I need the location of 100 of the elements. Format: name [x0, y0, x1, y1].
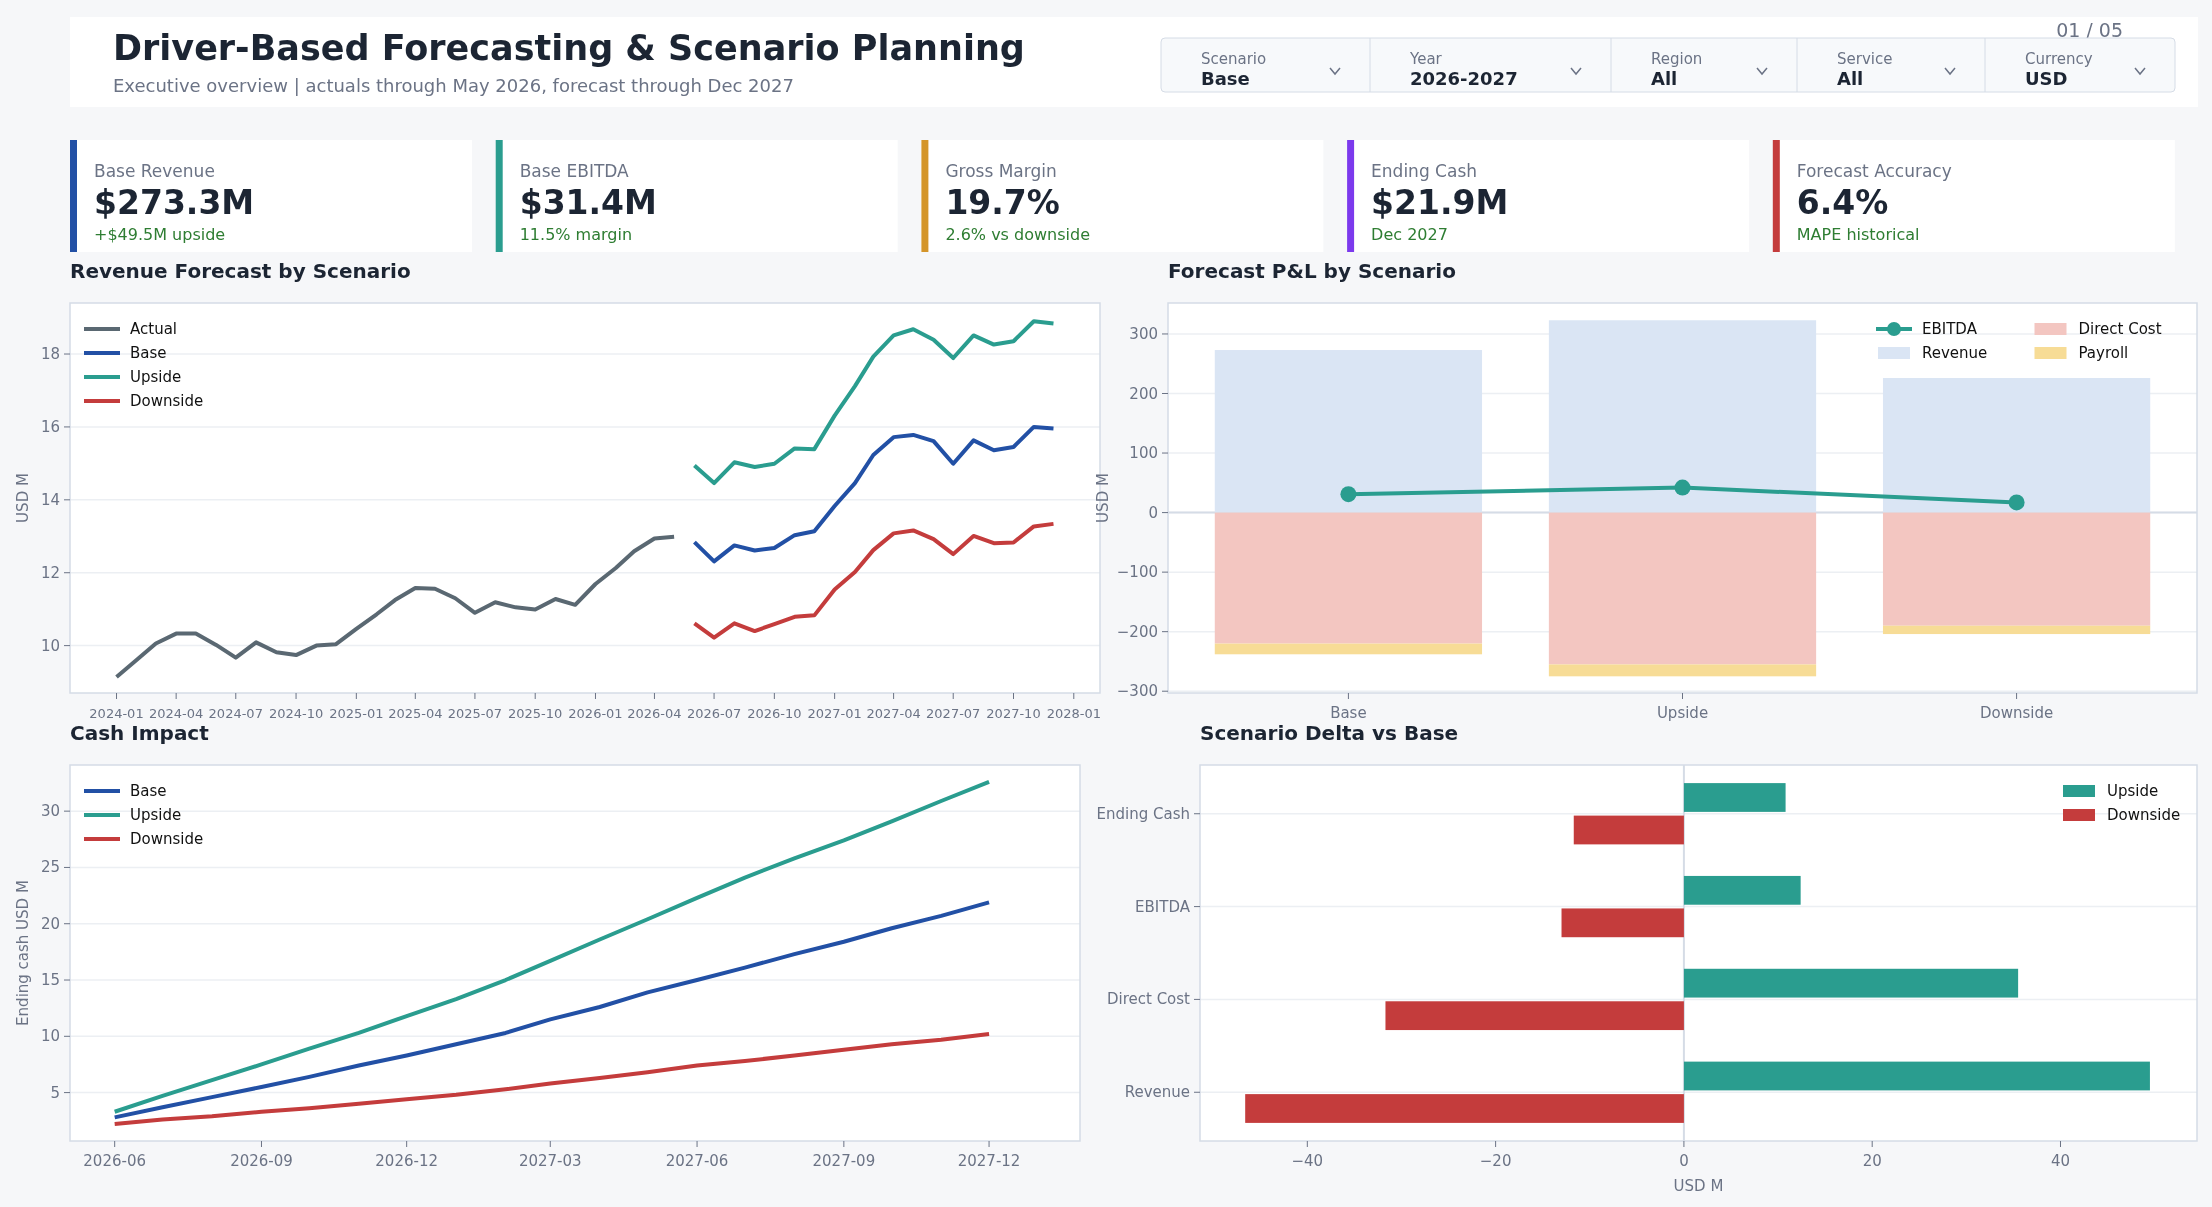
bar	[1561, 908, 1684, 938]
text: $21.9M	[1371, 183, 1509, 222]
legend-label: Upside	[2107, 782, 2159, 800]
text: Base	[1201, 68, 1250, 89]
point	[1674, 479, 1691, 496]
text: Ending Cash	[1371, 161, 1478, 181]
bar	[1214, 350, 1483, 513]
line-series	[692, 319, 1056, 486]
y-tick-label: 20	[40, 914, 60, 933]
x-tick-label: 2024-01	[89, 706, 144, 721]
bar	[1683, 1061, 2150, 1091]
y-axis-title: USD M	[14, 473, 32, 523]
text: All	[1837, 68, 1864, 89]
category-label: Year	[1409, 50, 1443, 68]
y-tick-label: 30	[40, 802, 60, 821]
y-axis-title: Ending cash USD M	[14, 880, 32, 1026]
text: Forecast Accuracy	[1796, 161, 1952, 181]
x-tick-label: 2025-01	[329, 706, 384, 721]
bar	[1573, 815, 1684, 845]
x-tick-label: 2026-12	[375, 1152, 439, 1170]
x-tick-label: 2027-01	[807, 706, 862, 721]
text: Executive overview | actuals through May 2026, forecast through Dec 2027	[113, 75, 794, 96]
chart-title: Scenario Delta vs Base	[1200, 721, 1459, 745]
legend-label: Revenue	[1922, 344, 1988, 362]
y-tick-label: −200	[1116, 622, 1158, 641]
x-tick-label: 2026-06	[83, 1152, 147, 1170]
x-tick-label: 40	[2050, 1152, 2071, 1170]
x-tick-label: 2026-10	[747, 706, 802, 721]
text: Base Revenue	[94, 161, 215, 181]
y-tick-label: −300	[1116, 682, 1158, 701]
text: Dec 2027	[1371, 225, 1448, 244]
x-tick-label: 2027-03	[518, 1152, 582, 1170]
x-tick-label: Upside	[1656, 704, 1709, 722]
y-tick-label: −100	[1116, 563, 1158, 582]
bar	[1214, 643, 1483, 655]
bar	[1683, 875, 1801, 905]
x-tick-label: 2027-12	[957, 1152, 1021, 1170]
x-tick-label: 2025-07	[447, 706, 503, 721]
text: Base EBITDA	[519, 161, 630, 181]
y-tick-label: EBITDA	[1135, 897, 1191, 916]
category-label: Region	[1651, 50, 1703, 68]
y-tick-label: 100	[1129, 444, 1158, 463]
point	[2008, 494, 2025, 511]
x-tick-label: 2027-07	[926, 706, 981, 721]
legend-label: Upside	[130, 806, 182, 824]
category-label: Service	[1837, 50, 1893, 68]
x-tick-label: 2026-04	[627, 706, 682, 721]
bar	[1548, 512, 1817, 665]
x-tick-label: −40	[1291, 1152, 1324, 1170]
legend-label: Downside	[130, 830, 204, 848]
x-tick-label: 2024-10	[268, 706, 324, 721]
point	[1340, 486, 1357, 503]
y-tick-label: Direct Cost	[1106, 990, 1191, 1009]
y-tick-label: 5	[50, 1083, 60, 1102]
x-axis-title: USD M	[1673, 1177, 1724, 1195]
x-tick-label: 2027-04	[866, 706, 921, 721]
chart-title: Cash Impact	[70, 721, 210, 745]
x-tick-label: 2026-01	[568, 706, 623, 721]
x-tick-label: 2024-07	[208, 706, 263, 721]
x-tick-label: 0	[1679, 1152, 1689, 1170]
x-tick-label: 2028-01	[1046, 706, 1101, 721]
text: $31.4M	[519, 183, 657, 222]
text: $273.3M	[94, 183, 255, 222]
bar	[1683, 968, 2019, 998]
legend-label: Base	[130, 344, 167, 362]
text: 2.6% vs downside	[945, 225, 1090, 244]
x-tick-label: 2024-04	[148, 706, 204, 721]
text: MAPE historical	[1796, 225, 1920, 244]
text: 11.5% margin	[519, 225, 633, 244]
y-axis-title: USD M	[1094, 473, 1112, 523]
line-series	[112, 779, 992, 1114]
line-series	[692, 424, 1056, 564]
bar	[1214, 512, 1483, 644]
x-tick-label: 2026-09	[230, 1152, 293, 1170]
text: 19.7%	[945, 183, 1060, 222]
y-tick-label: 15	[40, 971, 60, 990]
x-tick-label: 20	[1862, 1152, 1882, 1170]
text: USD	[2025, 68, 2068, 89]
legend-label: Downside	[130, 392, 204, 410]
x-tick-label: 2027-09	[812, 1152, 876, 1170]
y-tick-label: 18	[40, 345, 60, 364]
y-tick-label: 14	[40, 490, 60, 509]
x-tick-label: 2027-06	[665, 1152, 729, 1170]
y-tick-label: 10	[40, 1027, 60, 1046]
chart-title: Revenue Forecast by Scenario	[70, 259, 411, 283]
line-series	[114, 534, 677, 679]
y-tick-label: 0	[1148, 503, 1158, 522]
x-tick-label: 2025-04	[388, 706, 443, 721]
legend-label: Base	[130, 782, 167, 800]
text: All	[1651, 68, 1678, 89]
y-tick-label: Revenue	[1124, 1083, 1190, 1102]
bar	[1882, 625, 2151, 635]
y-tick-label: 25	[40, 858, 60, 877]
y-tick-label: 16	[40, 417, 60, 436]
legend-label: Actual	[130, 320, 177, 338]
bar	[1882, 378, 2151, 513]
bar	[1683, 783, 1786, 812]
x-tick-label: 2026-07	[686, 706, 742, 721]
bar	[1385, 1001, 1684, 1031]
y-tick-label: 300	[1129, 324, 1158, 343]
